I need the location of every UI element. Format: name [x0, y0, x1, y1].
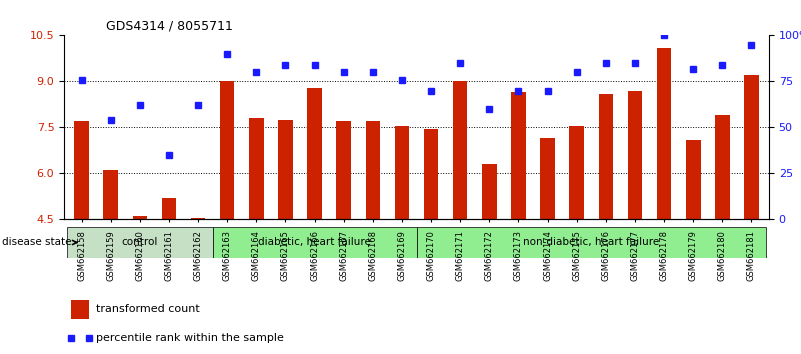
Text: GSM662176: GSM662176 [602, 230, 610, 281]
Bar [336, 121, 351, 219]
Bar [395, 126, 409, 219]
Bar [424, 129, 438, 219]
Text: GSM662171: GSM662171 [456, 230, 465, 281]
Text: GSM662173: GSM662173 [514, 230, 523, 281]
Text: GSM662166: GSM662166 [310, 230, 319, 281]
Bar [570, 126, 584, 219]
FancyBboxPatch shape [417, 227, 766, 258]
Text: GSM662162: GSM662162 [194, 230, 203, 281]
Bar [511, 92, 525, 219]
Bar [628, 91, 642, 219]
Text: GSM662163: GSM662163 [223, 230, 231, 281]
Text: GDS4314 / 8055711: GDS4314 / 8055711 [107, 20, 233, 33]
Bar [132, 216, 147, 219]
Bar [541, 138, 555, 219]
Text: GSM662170: GSM662170 [427, 230, 436, 281]
Text: GSM662159: GSM662159 [107, 230, 115, 281]
Bar [365, 121, 380, 219]
Bar [71, 300, 89, 319]
Text: GSM662167: GSM662167 [339, 230, 348, 281]
Text: GSM662178: GSM662178 [659, 230, 669, 281]
Bar [249, 118, 264, 219]
Text: GSM662172: GSM662172 [485, 230, 494, 281]
Text: percentile rank within the sample: percentile rank within the sample [96, 333, 284, 343]
Text: GSM662161: GSM662161 [164, 230, 174, 281]
Text: transformed count: transformed count [96, 304, 199, 314]
Text: GSM662180: GSM662180 [718, 230, 727, 281]
Bar [453, 81, 468, 219]
Text: GSM662168: GSM662168 [368, 230, 377, 281]
Text: diabetic, heart failure: diabetic, heart failure [258, 238, 371, 247]
Bar [74, 121, 89, 219]
Bar [191, 218, 205, 219]
Text: non-diabetic, heart failure: non-diabetic, heart failure [523, 238, 659, 247]
Text: GSM662160: GSM662160 [135, 230, 144, 281]
Bar [598, 94, 613, 219]
Text: GSM662165: GSM662165 [281, 230, 290, 281]
Text: GSM662158: GSM662158 [77, 230, 86, 281]
Text: GSM662181: GSM662181 [747, 230, 756, 281]
Bar [162, 198, 176, 219]
Bar [715, 115, 730, 219]
Text: disease state: disease state [2, 238, 77, 247]
Bar [220, 81, 235, 219]
Text: GSM662164: GSM662164 [252, 230, 261, 281]
Text: GSM662174: GSM662174 [543, 230, 552, 281]
FancyBboxPatch shape [67, 227, 212, 258]
Bar [744, 75, 759, 219]
Bar [482, 164, 497, 219]
Bar [103, 170, 118, 219]
FancyBboxPatch shape [212, 227, 417, 258]
Bar [657, 48, 671, 219]
Text: GSM662175: GSM662175 [572, 230, 582, 281]
Bar [278, 120, 292, 219]
Text: GSM662179: GSM662179 [689, 230, 698, 281]
Bar [686, 140, 701, 219]
Bar [308, 87, 322, 219]
Text: GSM662177: GSM662177 [630, 230, 639, 281]
Text: control: control [122, 238, 158, 247]
Text: GSM662169: GSM662169 [397, 230, 406, 281]
